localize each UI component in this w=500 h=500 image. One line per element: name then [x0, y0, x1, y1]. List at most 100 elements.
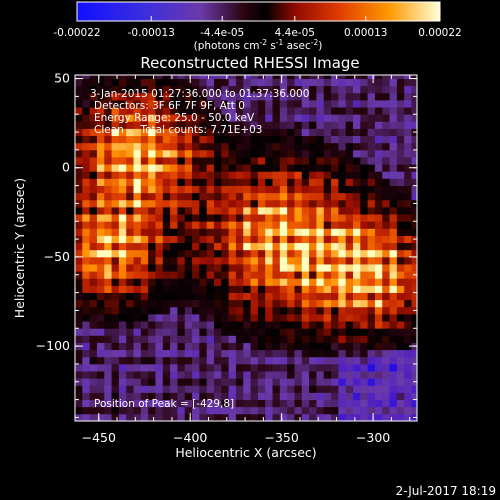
heatmap-cell [82, 164, 91, 172]
heatmap-cell [338, 235, 347, 244]
heatmap-cell [89, 385, 98, 393]
heatmap-cell [331, 128, 339, 137]
heatmap-cell [374, 164, 383, 172]
heatmap-cell [331, 378, 339, 386]
heatmap-cell [111, 199, 120, 208]
heatmap-cell [96, 199, 105, 208]
heatmap-cell [316, 335, 325, 343]
heatmap-cell [111, 342, 120, 351]
heatmap-cell [272, 142, 281, 151]
heatmap-cell [221, 85, 230, 94]
heatmap-cell [206, 256, 215, 265]
heatmap-cell [389, 75, 398, 79]
heatmap-cell [360, 299, 369, 308]
heatmap-cell [111, 271, 120, 279]
heatmap-cell [148, 378, 156, 386]
heatmap-cell [89, 75, 98, 79]
heatmap-cell [331, 278, 339, 286]
heatmap-cell [338, 157, 347, 165]
heatmap-cell [382, 75, 390, 79]
heatmap-cell [345, 363, 354, 372]
heatmap-cell [374, 85, 383, 94]
heatmap-cell [155, 99, 164, 108]
heatmap-cell [213, 321, 222, 329]
heatmap-cell [338, 199, 347, 208]
heatmap-cell [148, 256, 156, 265]
heatmap-cell [367, 221, 376, 229]
heatmap-cell [213, 164, 222, 172]
heatmap-cell [309, 413, 317, 421]
heatmap-cell [126, 342, 134, 351]
heatmap-cell [213, 363, 222, 372]
heatmap-cell [162, 406, 171, 415]
heatmap-cell [396, 85, 405, 94]
heatmap-cell [199, 199, 208, 208]
heatmap-cell [184, 342, 193, 351]
heatmap-cell [82, 392, 91, 400]
heatmap-cell [374, 256, 383, 265]
heatmap-cell [221, 378, 230, 386]
heatmap-cell [352, 392, 361, 400]
heatmap-cell [140, 242, 149, 251]
heatmap-cell [148, 121, 156, 129]
heatmap-cell [192, 242, 200, 251]
heatmap-cell [389, 149, 398, 158]
heatmap-cell [301, 392, 310, 400]
heatmap-cell [177, 349, 186, 358]
heatmap-cell [184, 328, 193, 336]
heatmap-cell [404, 228, 412, 236]
heatmap-cell [338, 406, 347, 415]
heatmap-cell [206, 385, 215, 393]
heatmap-cell [301, 164, 310, 172]
heatmap-cell [265, 121, 273, 129]
heatmap-cell [75, 328, 83, 336]
heatmap-cell [192, 85, 200, 94]
heatmap-cell [126, 228, 134, 236]
heatmap-cell [243, 399, 251, 408]
heatmap-cell [331, 114, 339, 122]
heatmap-cell [118, 178, 127, 186]
heatmap-cell [213, 75, 222, 79]
heatmap-cell [118, 342, 127, 351]
heatmap-cell [265, 92, 273, 101]
heatmap-cell [287, 385, 295, 393]
heatmap-cell [96, 313, 105, 322]
heatmap-cell [316, 385, 325, 393]
heatmap-cell [104, 328, 112, 336]
heatmap-cell [235, 242, 244, 251]
heatmap-cell [250, 178, 259, 186]
heatmap-cell [126, 392, 134, 400]
heatmap-cell [111, 256, 120, 265]
heatmap-cell [411, 313, 417, 322]
heatmap-cell [279, 249, 288, 258]
heatmap-cell [309, 221, 317, 229]
heatmap-cell [148, 214, 156, 222]
heatmap-cell [199, 356, 208, 365]
heatmap-cell [221, 299, 230, 308]
heatmap-cell [396, 149, 405, 158]
heatmap-cell [104, 321, 112, 329]
heatmap-cell [316, 142, 325, 151]
heatmap-cell [404, 406, 412, 415]
heatmap-cell [396, 406, 405, 415]
heatmap-cell [228, 385, 237, 393]
heatmap-cell [243, 328, 251, 336]
heatmap-cell [235, 413, 244, 421]
heatmap-cell [323, 114, 332, 122]
heatmap-cell [184, 292, 193, 301]
heatmap-cell [184, 185, 193, 194]
heatmap-cell [294, 157, 303, 165]
heatmap-cell [228, 271, 237, 279]
heatmap-cell [265, 228, 273, 236]
heatmap-cell [111, 107, 120, 115]
heatmap-cell [382, 306, 390, 315]
heatmap-cell [250, 206, 259, 215]
heatmap-cell [199, 114, 208, 122]
heatmap-cell [301, 114, 310, 122]
heatmap-cell [177, 114, 186, 122]
heatmap-cell [235, 199, 244, 208]
heatmap-cell [82, 349, 91, 358]
heatmap-cell [250, 313, 259, 322]
heatmap-cell [89, 299, 98, 308]
heatmap-cell [184, 114, 193, 122]
